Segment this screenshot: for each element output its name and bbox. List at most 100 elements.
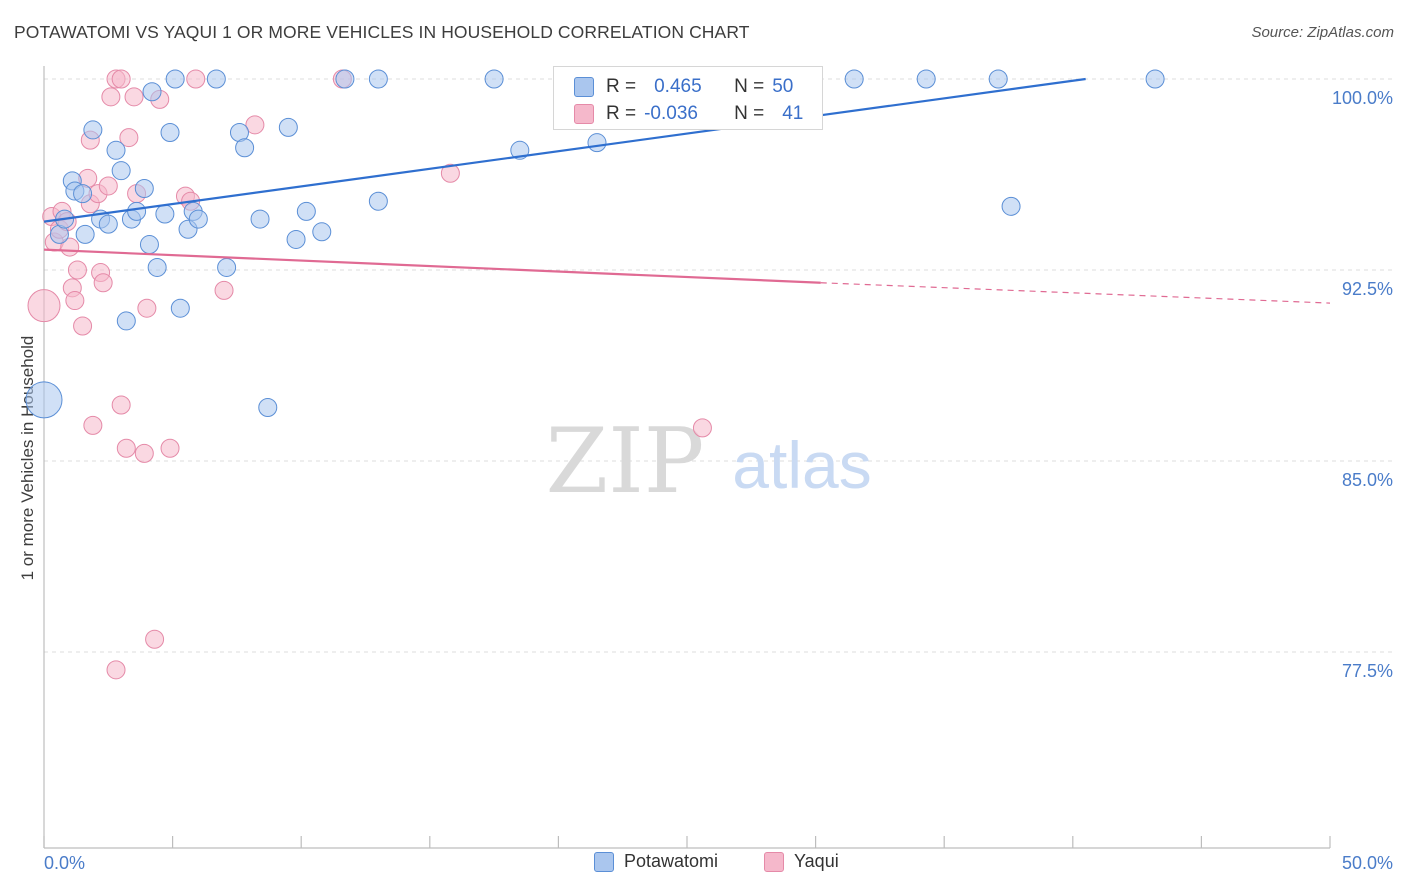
potawatomi-point-26 — [206, 69, 226, 89]
potawatomi-point-5 — [73, 184, 93, 204]
potawatomi-point-16 — [139, 235, 159, 255]
potawatomi-point-7 — [83, 120, 103, 140]
potawatomi-point-6 — [75, 224, 95, 244]
potawatomi-point-46 — [916, 69, 936, 89]
potawatomi-point-30 — [250, 209, 270, 229]
yaqui-trend-extension — [820, 282, 1331, 304]
potawatomi-point-10 — [106, 140, 126, 160]
yaqui-point-40 — [692, 418, 712, 438]
potawatomi-point-32 — [278, 117, 298, 137]
n-label: N = — [734, 103, 765, 124]
yaqui-swatch — [574, 104, 594, 124]
potawatomi-points — [25, 69, 1165, 419]
bottom-legend: Potawatomi Yaqui — [0, 851, 1406, 877]
legend-swatch-yaqui — [764, 851, 784, 872]
potawatomi-point-12 — [116, 311, 136, 331]
yaqui-point-25 — [119, 128, 139, 148]
yaqui-point-32 — [160, 438, 180, 458]
potawatomi-point-45 — [844, 69, 864, 89]
potawatomi-trend-line — [43, 77, 1086, 223]
chart-title: POTAWATOMI VS YAQUI 1 OR MORE VEHICLES I… — [14, 22, 750, 42]
potawatomi-point-19 — [155, 204, 175, 224]
watermark: ZIP atlas — [546, 409, 872, 514]
potawatomi-swatch — [574, 77, 594, 97]
yaqui-point-24 — [116, 438, 136, 458]
n-value-potawatomi: 50 — [772, 76, 794, 97]
potawatomi-point-39 — [484, 69, 504, 89]
yaqui-point-29 — [137, 298, 157, 318]
legend-label-yaqui: Yaqui — [794, 851, 839, 871]
yaqui-points — [27, 69, 712, 680]
potawatomi-point-0 — [25, 381, 63, 419]
yaqui-point-22 — [111, 69, 131, 89]
y-tick-label-2: 85.0% — [1342, 470, 1393, 490]
potawatomi-point-42 — [587, 133, 607, 153]
y-tick-label-1: 92.5% — [1342, 279, 1393, 299]
r-value-potawatomi: 0.465 — [654, 76, 702, 97]
trend-lines — [43, 77, 1331, 304]
r-value-yaqui: -0.036 — [644, 103, 698, 124]
yaqui-point-14 — [83, 415, 103, 435]
yaqui-point-28 — [134, 443, 154, 463]
stats-row-potawatomi: R = 0.465 N = 50 — [574, 75, 793, 99]
yaqui-trend-line — [43, 248, 821, 284]
potawatomi-point-38 — [368, 191, 388, 211]
potawatomi-point-29 — [235, 138, 255, 158]
watermark-atlas: atlas — [732, 428, 871, 502]
legend-label-potawatomi: Potawatomi — [624, 851, 719, 871]
potawatomi-point-14 — [127, 201, 147, 221]
potawatomi-point-33 — [286, 229, 306, 249]
y-tick-label-0: 100.0% — [1332, 88, 1393, 108]
yaqui-point-30 — [145, 629, 165, 649]
source-credit: Source: ZipAtlas.com — [1251, 24, 1394, 41]
potawatomi-point-31 — [258, 398, 278, 418]
yaqui-point-19 — [101, 87, 121, 107]
potawatomi-point-35 — [312, 222, 332, 242]
watermark-zip: ZIP — [546, 409, 705, 514]
x-tick-label-min: 0.0% — [44, 853, 85, 873]
yaqui-point-9 — [67, 260, 87, 280]
potawatomi-point-17 — [142, 82, 162, 102]
y-tick-label-3: 77.5% — [1342, 661, 1393, 681]
potawatomi-point-37 — [368, 69, 388, 89]
yaqui-point-23 — [111, 395, 131, 415]
potawatomi-point-11 — [111, 161, 131, 181]
yaqui-point-26 — [124, 87, 144, 107]
gridlines — [44, 78, 1392, 653]
potawatomi-point-36 — [335, 69, 355, 89]
potawatomi-point-47 — [988, 69, 1008, 89]
potawatomi-point-15 — [134, 179, 154, 199]
yaqui-point-35 — [186, 69, 206, 89]
yaqui-point-18 — [98, 176, 118, 196]
yaqui-point-21 — [106, 660, 126, 680]
yaqui-point-8 — [65, 291, 85, 311]
axes — [43, 66, 1331, 849]
tick-labels: 100.0% 92.5% 85.0% 77.5% 0.0% 50.0% — [44, 88, 1393, 873]
potawatomi-point-49 — [1145, 69, 1165, 89]
n-label: N = — [734, 76, 765, 97]
stats-row-yaqui: R = -0.036 N = 41 — [574, 102, 803, 126]
yaqui-point-36 — [214, 280, 234, 300]
r-label: R = — [606, 76, 637, 97]
yaqui-point-37 — [245, 115, 265, 135]
legend-item-potawatomi[interactable]: Potawatomi — [594, 851, 718, 872]
potawatomi-point-18 — [147, 257, 167, 277]
potawatomi-point-48 — [1001, 196, 1021, 216]
potawatomi-point-20 — [160, 122, 180, 142]
n-value-yaqui: 41 — [782, 103, 804, 124]
x-tick-label-max: 50.0% — [1342, 853, 1393, 873]
legend-item-yaqui[interactable]: Yaqui — [764, 851, 839, 872]
potawatomi-point-21 — [165, 69, 185, 89]
potawatomi-point-27 — [217, 257, 237, 277]
potawatomi-point-9 — [98, 214, 118, 234]
potawatomi-point-25 — [188, 209, 208, 229]
yaqui-point-39 — [440, 163, 460, 183]
yaqui-point-17 — [93, 273, 113, 293]
potawatomi-point-34 — [296, 201, 316, 221]
yaqui-point-0 — [27, 289, 61, 323]
r-label: R = — [606, 103, 637, 124]
potawatomi-point-22 — [170, 298, 190, 318]
yaqui-point-10 — [73, 316, 93, 336]
legend-swatch-potawatomi — [594, 851, 614, 872]
